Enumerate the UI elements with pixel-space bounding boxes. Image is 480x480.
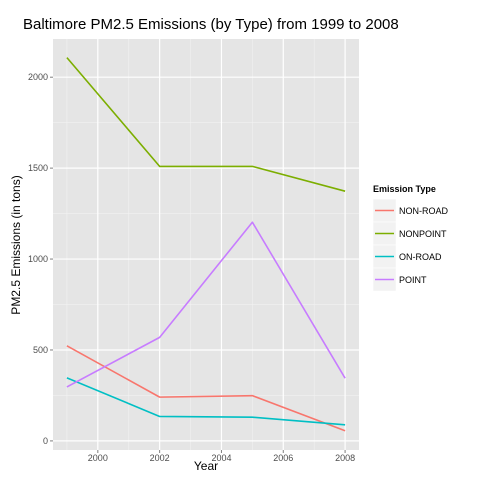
major-gridlines: [53, 39, 359, 450]
minor-gridlines: [53, 39, 359, 450]
x-axis-title: Year: [194, 459, 218, 473]
y-axis-title: PM2.5 Emissions (in tons): [9, 175, 23, 314]
legend-label-point: POINT: [399, 275, 427, 285]
y-tick-label: 2000: [28, 72, 48, 82]
x-axis: 2000 2002 2004 2006 2008: [88, 450, 355, 463]
chart-title: Baltimore PM2.5 Emissions (by Type) from…: [23, 16, 399, 33]
x-tick-label: 2000: [88, 453, 108, 463]
y-tick-label: 500: [33, 345, 48, 355]
plot-panel: [53, 39, 359, 450]
legend-title: Emission Type: [373, 184, 436, 194]
x-tick-label: 2002: [150, 453, 170, 463]
series-line-on-road: [66, 377, 346, 426]
series-line-nonpoint: [66, 57, 346, 192]
legend-label-non-road: NON-ROAD: [399, 206, 448, 216]
legend-label-nonpoint: NONPOINT: [399, 229, 447, 239]
series-lines: [66, 57, 346, 432]
x-tick-label: 2008: [335, 453, 355, 463]
y-tick-label: 1500: [28, 163, 48, 173]
legend-label-on-road: ON-ROAD: [399, 252, 442, 262]
series-line-point: [66, 221, 346, 388]
y-tick-label: 1000: [28, 254, 48, 264]
y-axis: 0 500 1000 1500 2000: [28, 72, 53, 446]
y-tick-label: 0: [43, 436, 48, 446]
x-tick-label: 2006: [273, 453, 293, 463]
series-line-non-road: [66, 345, 346, 432]
legend: Emission Type NON-ROAD NONPOINT ON-ROAD POI…: [372, 184, 448, 292]
x-tick-label: 2004: [211, 453, 231, 463]
